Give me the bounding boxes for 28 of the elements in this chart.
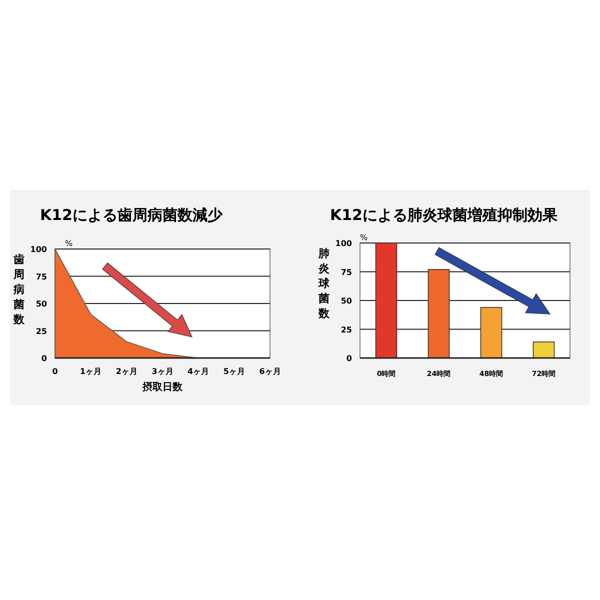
x-axis-title: 摂取日数: [142, 381, 184, 393]
y-tick-label: 25: [36, 326, 48, 336]
bar: [375, 242, 398, 358]
y-tick-label: 100: [30, 245, 48, 254]
x-tick-label: 1ヶ月: [80, 367, 102, 376]
y-tick-label: 50: [36, 300, 48, 308]
x-tick-label: 3ヶ月: [152, 367, 174, 376]
chart-title: K12による肺炎球菌増殖抑制効果: [330, 206, 558, 224]
x-tick-label: 5ヶ月: [223, 367, 245, 376]
chart-title: K12による歯周病菌数減少: [40, 206, 224, 224]
text: %: [360, 233, 368, 242]
text: %: [65, 239, 73, 248]
x-tick-label: 4ヶ月: [188, 367, 210, 376]
y-tick-label: 0: [41, 354, 48, 363]
y-tick-label: 50: [340, 296, 352, 306]
y-tick-label: 75: [36, 272, 48, 282]
bar: [532, 342, 555, 358]
bar: [480, 307, 502, 358]
y-tick-label: 75: [340, 268, 352, 277]
y-tick-label: 0: [346, 354, 352, 363]
x-tick-label: 6ヶ月: [259, 367, 281, 376]
y-tick-label: 25: [340, 325, 352, 334]
y-axis-title: 歯周病菌数: [12, 253, 26, 326]
y-axis-title: 肺炎球菌数: [318, 247, 330, 320]
x-tick-label: 0: [52, 367, 58, 376]
x-tick-label: 2ヶ月: [116, 367, 138, 376]
bar: [428, 269, 450, 358]
y-tick-label: 100: [335, 239, 352, 248]
